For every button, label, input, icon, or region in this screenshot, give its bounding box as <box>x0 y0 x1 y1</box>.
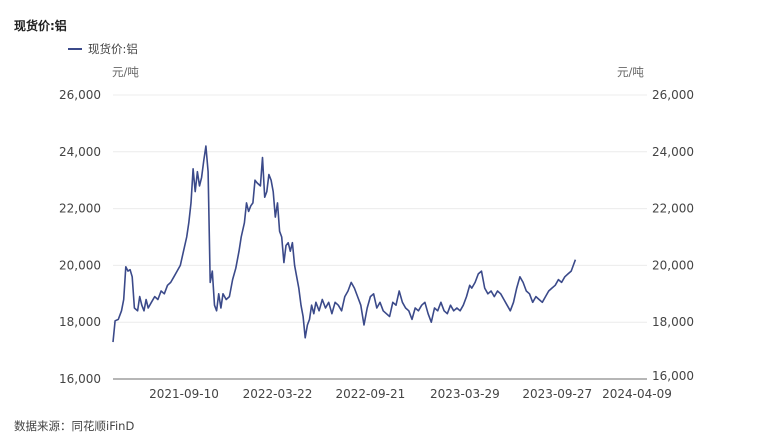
legend[interactable]: 现货价:铝 <box>68 41 138 57</box>
y-axis-left-ticks: 16,000 18,000 20,000 22,000 24,000 26,000 <box>59 88 101 386</box>
x-tick-label: 2023-09-27 <box>522 387 592 401</box>
y-axis-right-ticks: 16,000 18,000 20,000 22,000 24,000 26,000 <box>652 88 694 383</box>
x-tick-label: 2023-03-29 <box>430 387 500 401</box>
y-tick-label-right: 16,000 <box>652 369 694 383</box>
y-tick-label-left: 24,000 <box>59 145 101 159</box>
x-tick-label: 2021-09-10 <box>149 387 219 401</box>
y-tick-label-right: 24,000 <box>652 145 694 159</box>
legend-label: 现货价:铝 <box>88 42 138 56</box>
y-axis-left-unit: 元/吨 <box>112 65 139 79</box>
x-tick-label: 2024-04-09 <box>602 387 672 401</box>
x-tick-label: 2022-03-22 <box>243 387 313 401</box>
y-axis-right-unit: 元/吨 <box>617 65 644 79</box>
y-tick-label-right: 26,000 <box>652 88 694 102</box>
x-tick-label: 2022-09-21 <box>336 387 406 401</box>
y-tick-label-right: 20,000 <box>652 258 694 272</box>
series-line-aluminum-spot-price[interactable] <box>112 145 577 343</box>
x-axis-ticks: 2021-09-10 2022-03-22 2022-09-21 2023-03-29… <box>149 387 672 401</box>
y-tick-label-left: 20,000 <box>59 258 101 272</box>
y-tick-label-left: 26,000 <box>59 88 101 102</box>
y-tick-label-right: 18,000 <box>652 315 694 329</box>
y-tick-label-left: 22,000 <box>59 202 101 216</box>
chart-title: 现货价:铝 <box>14 19 67 33</box>
y-tick-label-left: 18,000 <box>59 315 101 329</box>
grid-lines <box>113 94 647 380</box>
legend-line-swatch-icon <box>68 48 82 50</box>
y-tick-label-left: 16,000 <box>59 372 101 386</box>
data-source-note: 数据来源：同花顺iFinD <box>14 419 135 433</box>
y-tick-label-right: 22,000 <box>652 202 694 216</box>
